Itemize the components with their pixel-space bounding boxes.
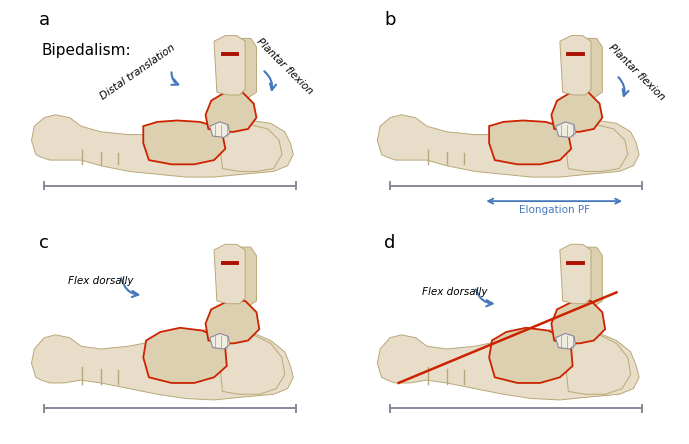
Polygon shape (32, 326, 294, 400)
Text: Flex dorsally: Flex dorsally (68, 276, 134, 286)
Polygon shape (214, 36, 245, 95)
Polygon shape (489, 120, 571, 164)
Polygon shape (231, 247, 256, 306)
Polygon shape (220, 335, 285, 394)
Polygon shape (577, 247, 602, 306)
Polygon shape (209, 333, 229, 349)
Text: Plantar flexion: Plantar flexion (255, 37, 315, 97)
Polygon shape (378, 115, 639, 177)
Polygon shape (566, 125, 628, 171)
Polygon shape (560, 36, 591, 95)
Text: d: d (384, 234, 395, 252)
Polygon shape (489, 328, 573, 383)
Polygon shape (378, 326, 639, 400)
Polygon shape (577, 38, 602, 98)
Polygon shape (551, 92, 602, 132)
Polygon shape (205, 301, 259, 343)
Text: Elongation PF: Elongation PF (519, 206, 590, 215)
Polygon shape (555, 122, 575, 138)
Polygon shape (143, 328, 227, 383)
Text: Bipedalism:: Bipedalism: (41, 43, 131, 58)
Polygon shape (209, 122, 229, 138)
Polygon shape (143, 120, 225, 164)
Text: b: b (384, 11, 396, 29)
Text: Flex dorsally: Flex dorsally (422, 287, 488, 297)
Text: Plantar flexion: Plantar flexion (606, 42, 666, 103)
Polygon shape (555, 333, 575, 349)
Text: c: c (39, 234, 48, 252)
Polygon shape (560, 244, 591, 304)
Polygon shape (220, 125, 282, 171)
Polygon shape (566, 335, 630, 394)
Polygon shape (205, 92, 256, 132)
Polygon shape (32, 115, 294, 177)
Text: a: a (39, 11, 50, 29)
Polygon shape (214, 244, 245, 304)
Polygon shape (551, 301, 605, 343)
Polygon shape (231, 38, 256, 98)
Text: Distal translation: Distal translation (99, 43, 177, 102)
